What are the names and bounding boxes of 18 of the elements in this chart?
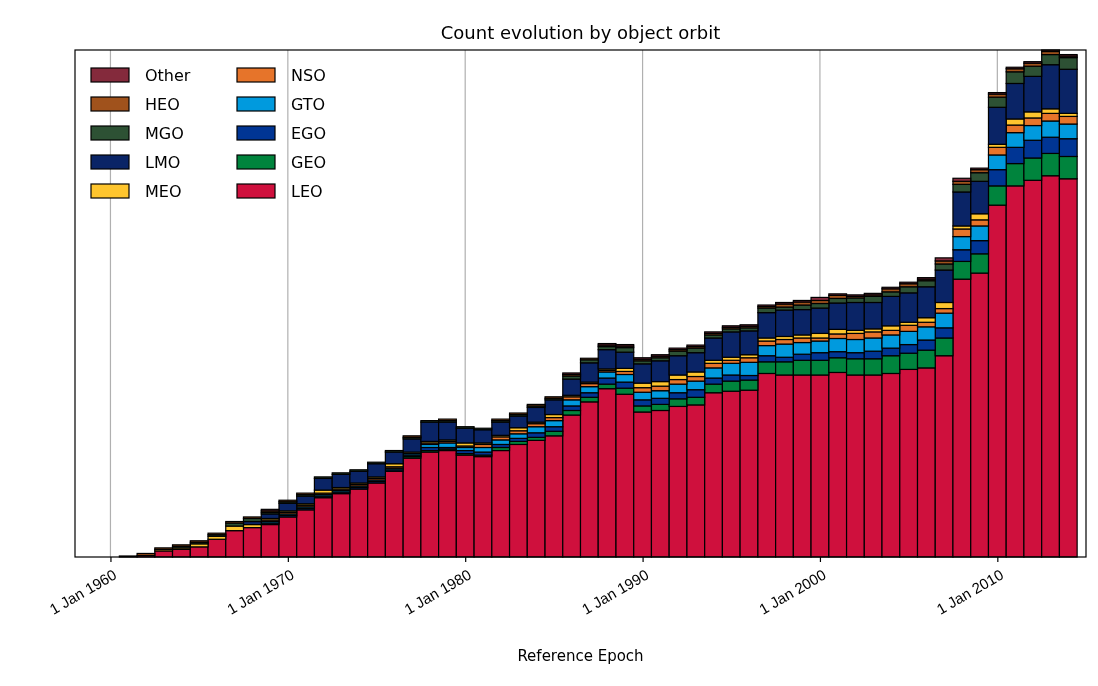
x-tick-label: 1 Jan 1960 bbox=[46, 565, 120, 618]
x-tick-label: 1 Jan 1980 bbox=[401, 565, 475, 618]
legend-label: EGO bbox=[291, 124, 327, 143]
chart-title: Count evolution by object orbit bbox=[440, 22, 721, 43]
legend-label: GEO bbox=[291, 153, 327, 172]
legend-label: MGO bbox=[145, 124, 184, 143]
x-tick-label: 1 Jan 2010 bbox=[933, 565, 1007, 618]
legend-label: GTO bbox=[291, 95, 326, 114]
x-tick-label: 1 Jan 2000 bbox=[756, 565, 829, 618]
legend-label: LEO bbox=[291, 182, 323, 201]
legend-label: Other bbox=[145, 66, 191, 85]
legend-label: HEO bbox=[145, 95, 180, 114]
x-tick-label: 1 Jan 1990 bbox=[578, 565, 652, 618]
x-axis-title: Reference Epoch bbox=[517, 647, 644, 665]
legend-label: LMO bbox=[145, 153, 181, 172]
legend-label: NSO bbox=[291, 66, 326, 85]
x-tick-label: 1 Jan 1970 bbox=[223, 565, 297, 618]
legend-label: MEO bbox=[145, 182, 182, 201]
